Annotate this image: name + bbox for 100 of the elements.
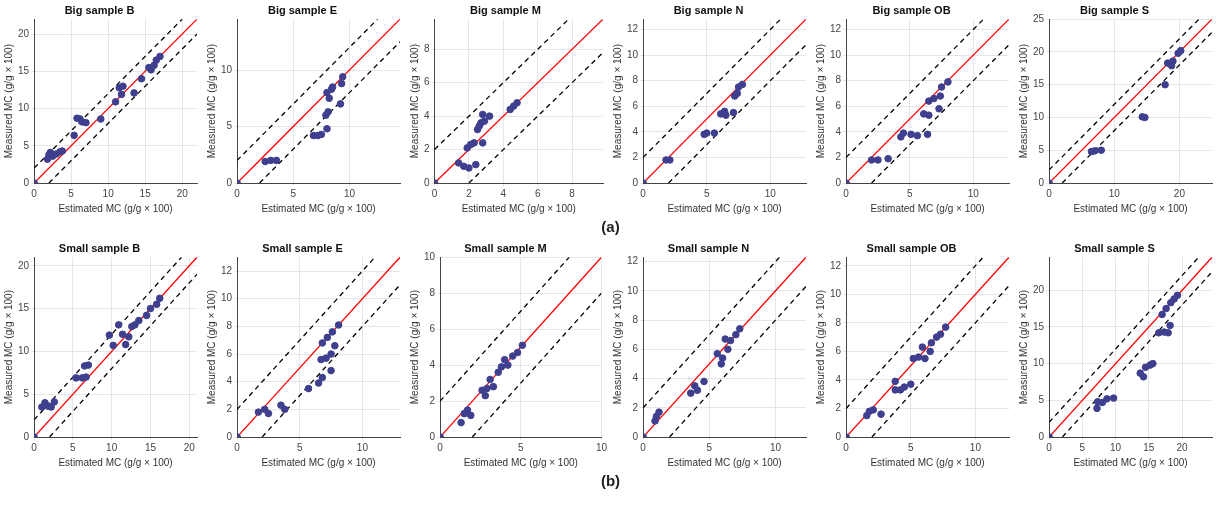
x-tick-label: 5: [290, 187, 297, 199]
y-axis-title: Measured MC (g/g × 100): [814, 43, 826, 159]
y-tick-label: 6: [429, 322, 436, 334]
y-tick-label: 10: [830, 288, 842, 300]
x-tick-label: 0: [234, 441, 241, 453]
y-tick-label: 15: [1033, 320, 1045, 332]
x-tick-label: 10: [1108, 187, 1121, 199]
y-tick-label: 4: [632, 125, 639, 137]
x-tick-label: 8: [569, 187, 576, 199]
x-tick-label: 10: [969, 441, 982, 453]
y-tick-label: 6: [632, 99, 639, 111]
x-tick-label: 20: [176, 187, 189, 199]
x-tick-label: 10: [769, 441, 782, 453]
x-tick-label: 20: [1173, 187, 1186, 199]
x-tick-label: 6: [534, 187, 541, 199]
y-tick-label: 6: [835, 99, 842, 111]
x-tick-label: 5: [68, 187, 75, 199]
y-tick-label: 6: [835, 345, 842, 357]
chart-title: Small sample E: [262, 241, 343, 254]
y-tick-label: 12: [830, 259, 842, 271]
x-tick-label: 0: [640, 441, 647, 453]
y-tick-label: 0: [632, 176, 639, 188]
y-tick-label: 5: [226, 120, 233, 132]
y-tick-label: 10: [221, 63, 233, 75]
y-tick-label: 10: [627, 284, 639, 296]
y-tick-label: 0: [1038, 430, 1045, 442]
y-axis-title: Measured MC (g/g × 100): [408, 289, 420, 405]
y-tick-label: 0: [226, 430, 233, 442]
text: (a): [601, 218, 620, 235]
y-tick-label: 10: [830, 48, 842, 60]
y-tick-label: 4: [429, 358, 436, 370]
y-tick-label: 0: [226, 176, 233, 188]
y-tick-label: 10: [1033, 111, 1045, 123]
chart-title: Big sample OB: [872, 3, 951, 16]
x-axis-title: Estimated MC (g/g × 100): [461, 202, 576, 214]
y-tick-label: 25: [1033, 12, 1045, 24]
x-tick-label: 5: [906, 187, 913, 199]
x-tick-label: 2: [466, 187, 473, 199]
y-tick-label: 0: [424, 176, 430, 188]
y-tick-label: 2: [226, 403, 233, 415]
chart-title: Big sample N: [673, 3, 744, 16]
chart-title: Small sample M: [464, 241, 547, 254]
x-axis-title: Estimated MC (g/g × 100): [463, 456, 578, 468]
x-axis-title: Estimated MC (g/g × 100): [58, 202, 173, 214]
x-tick-label: 0: [1046, 187, 1053, 199]
x-tick-label: 0: [640, 187, 647, 199]
x-axis-title: Estimated MC (g/g × 100): [1073, 202, 1188, 214]
x-tick-label: 20: [1176, 441, 1189, 453]
x-tick-label: 0: [843, 187, 850, 199]
x-tick-label: 5: [296, 441, 303, 453]
x-tick-label: 0: [1046, 441, 1053, 453]
chart-title: Big sample E: [267, 3, 338, 16]
y-axis-title: Measured MC (g/g × 100): [1017, 43, 1029, 159]
x-axis-title: Estimated MC (g/g × 100): [1073, 456, 1188, 468]
x-tick-label: 5: [70, 441, 77, 453]
y-tick-label: 10: [627, 48, 639, 60]
y-tick-label: 0: [23, 430, 30, 442]
y-tick-label: 8: [835, 316, 842, 328]
y-tick-label: 12: [830, 23, 842, 35]
y-axis-title: Measured MC (g/g × 100): [2, 289, 14, 405]
y-tick-label: 10: [1033, 357, 1045, 369]
x-axis-title: Estimated MC (g/g × 100): [667, 456, 782, 468]
x-tick-label: 0: [437, 441, 444, 453]
y-tick-label: 10: [18, 345, 30, 357]
y-tick-label: 0: [23, 176, 30, 188]
x-tick-label: 4: [500, 187, 507, 199]
y-tick-label: 0: [429, 430, 436, 442]
x-tick-label: 15: [1143, 441, 1155, 453]
y-tick-label: 10: [18, 102, 30, 114]
y-tick-label: 6: [226, 347, 233, 359]
y-tick-label: 12: [627, 23, 639, 35]
x-axis-title: Estimated MC (g/g × 100): [58, 456, 173, 468]
x-tick-label: 10: [106, 441, 118, 453]
y-axis-title: Measured MC (g/g × 100): [1017, 289, 1029, 405]
x-tick-label: 10: [1110, 441, 1122, 453]
y-tick-label: 8: [429, 286, 436, 298]
x-tick-label: 10: [102, 187, 115, 199]
x-tick-label: 10: [764, 187, 777, 199]
x-tick-label: 5: [1079, 441, 1086, 453]
x-tick-label: 0: [234, 187, 241, 199]
x-axis-title: Estimated MC (g/g × 100): [667, 202, 782, 214]
y-tick-label: 0: [1038, 176, 1045, 188]
x-tick-label: 15: [139, 187, 152, 199]
y-tick-label: 4: [835, 373, 842, 385]
y-tick-label: 0: [632, 430, 639, 442]
y-tick-label: 6: [424, 76, 430, 88]
y-tick-label: 2: [632, 151, 639, 163]
y-tick-label: 15: [1033, 78, 1045, 90]
x-tick-label: 10: [595, 441, 608, 453]
y-tick-label: 5: [1038, 143, 1045, 155]
y-axis-title: Measured MC (g/g × 100): [205, 289, 217, 405]
x-axis-title: Estimated MC (g/g × 100): [870, 456, 985, 468]
y-tick-label: 15: [18, 302, 30, 314]
chart-title: Small sample B: [58, 241, 141, 254]
text: (b): [600, 472, 621, 489]
y-tick-label: 8: [226, 320, 233, 332]
x-tick-label: 10: [356, 441, 369, 453]
y-tick-label: 2: [429, 394, 436, 406]
y-tick-label: 8: [632, 74, 639, 86]
y-tick-label: 10: [221, 292, 233, 304]
